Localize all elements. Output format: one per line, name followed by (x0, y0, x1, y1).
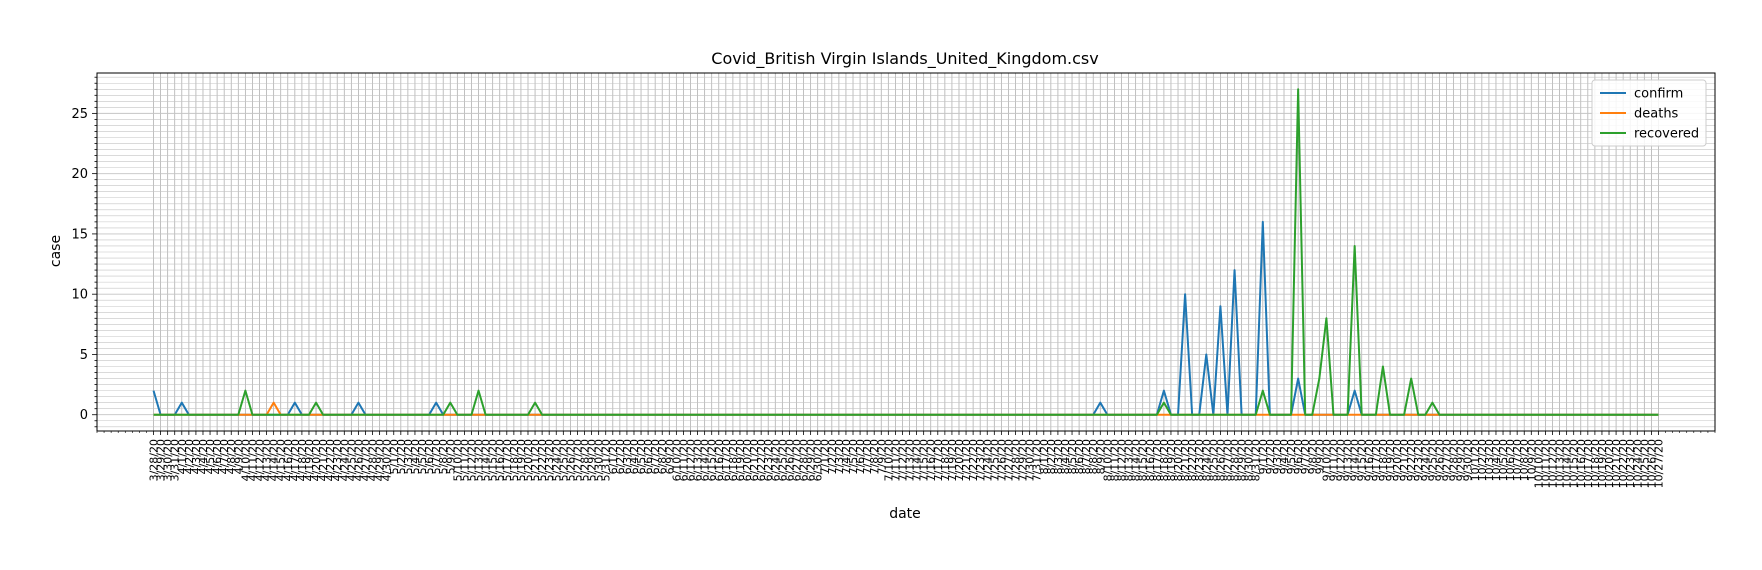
legend-label-recovered: recovered (1634, 127, 1699, 142)
plot-area: 0 5 10 15 20 25 3/28/203/29/203/30/203/31/204… (71, 73, 1715, 488)
y-axis-label: case (48, 235, 64, 267)
y-tick-label: 25 (71, 107, 88, 122)
y-tick-label: 10 (71, 288, 88, 303)
y-tick-label: 15 (71, 227, 88, 242)
legend-label-confirm: confirm (1634, 87, 1683, 102)
legend: confirm deaths recovered (1592, 80, 1706, 146)
x-tick-label: 10/27/20 (1652, 439, 1665, 488)
chart-title: Covid_British Virgin Islands_United_King… (711, 49, 1098, 69)
x-axis: 3/28/203/29/203/30/203/31/204/1/204/2/20… (97, 431, 1715, 488)
x-axis-label: date (889, 506, 921, 522)
y-tick-label: 0 (80, 408, 88, 423)
y-tick-label: 20 (71, 167, 88, 182)
legend-label-deaths: deaths (1634, 107, 1679, 122)
y-tick-label: 5 (80, 348, 88, 363)
